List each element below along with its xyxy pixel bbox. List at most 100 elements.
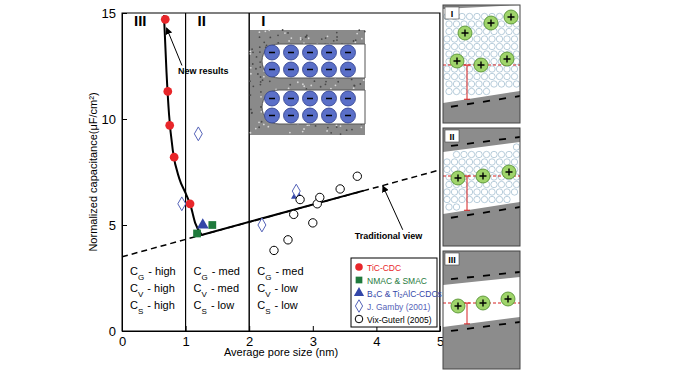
inset-texture <box>314 80 316 82</box>
inset-texture <box>259 51 261 53</box>
inset-texture <box>257 73 259 75</box>
solvent-molecule <box>504 43 510 49</box>
inset-texture <box>364 31 366 33</box>
solvent-molecule <box>451 36 457 42</box>
panel-label: II <box>449 132 454 142</box>
data-point <box>208 221 216 229</box>
solvent-molecule <box>504 73 510 79</box>
inset-texture <box>354 41 356 43</box>
inset-texture <box>261 121 263 123</box>
inset-texture <box>335 84 337 86</box>
inset-electrode <box>250 30 365 135</box>
inset-schematic <box>249 29 366 135</box>
solvent-molecule <box>459 43 465 49</box>
data-point <box>270 246 278 254</box>
inset-texture <box>351 129 353 131</box>
cation <box>451 171 465 185</box>
solvent-molecule <box>496 36 502 42</box>
data-point <box>353 172 361 180</box>
surface-charge <box>499 273 506 276</box>
inset-texture <box>260 96 262 98</box>
surface-charge <box>515 96 520 97</box>
inset-texture <box>297 81 299 83</box>
descriptor-subscript: S <box>265 307 270 316</box>
y-tick-label: 15 <box>102 6 116 21</box>
cation-sign <box>478 62 485 69</box>
region-descriptor: CG- high <box>130 265 176 282</box>
solvent-molecule <box>498 151 504 157</box>
descriptor-subscript: G <box>138 273 144 282</box>
inset-ion-sign <box>307 115 313 117</box>
descriptor-symbol: C <box>257 282 265 294</box>
region-boundary <box>185 13 186 331</box>
solvent-molecule <box>496 43 502 49</box>
inset-ion-sign <box>269 115 275 117</box>
region-boundary <box>249 13 250 331</box>
y-tick: 10 <box>102 112 127 127</box>
inset-texture <box>303 128 305 130</box>
surface-charge <box>467 103 474 104</box>
y-tick: 5 <box>109 218 127 233</box>
inset-texture <box>266 45 268 47</box>
distance-marker <box>464 65 470 99</box>
region-descriptor: CG- med <box>194 265 240 282</box>
inset-ion-sign <box>288 69 294 71</box>
region-descriptor: CV- low <box>257 282 298 299</box>
solvent-molecule <box>483 151 489 157</box>
cation-sign <box>455 303 462 310</box>
annotation-arrow <box>383 186 403 230</box>
legend-label: NMAC & SMAC <box>367 276 427 286</box>
region-descriptor: CS- high <box>130 299 175 316</box>
panel-background <box>443 128 520 246</box>
solvent-molecule <box>511 73 517 79</box>
inset-ion <box>341 91 356 106</box>
cation <box>502 165 516 179</box>
cation-sign <box>508 14 515 21</box>
x-tick-mark <box>440 326 441 331</box>
inset-ion-sign <box>307 52 313 54</box>
solvent-molecule <box>459 196 465 202</box>
inset-texture <box>252 51 254 53</box>
surface-charge <box>499 138 506 141</box>
legend-label: J. Gamby (2001) <box>367 302 430 312</box>
solvent-molecule <box>496 159 502 165</box>
cation <box>504 10 518 24</box>
legend-marker <box>356 277 363 284</box>
solvent-molecule <box>466 13 472 19</box>
solvent-molecule <box>474 196 480 202</box>
inset-texture <box>315 125 317 127</box>
y-axis: 051015 <box>102 6 127 339</box>
data-point <box>170 153 179 162</box>
inset-texture <box>250 94 252 96</box>
x-tick-label: 1 <box>182 334 189 349</box>
solvent-molecule <box>513 51 519 57</box>
x-tick-label: 0 <box>119 334 126 349</box>
cation-sign <box>506 169 513 176</box>
solvent-molecule <box>476 81 482 87</box>
chart-svg: 012345051015Average pore size (nm)Normal… <box>0 0 676 378</box>
cation <box>474 58 488 72</box>
descriptor-symbol: C <box>257 265 265 277</box>
inset-texture <box>306 124 308 126</box>
inset-texture <box>284 32 286 34</box>
inset-texture <box>300 37 302 39</box>
solvent-molecule <box>446 21 452 27</box>
legend-marker <box>355 315 363 323</box>
solvent-molecule <box>504 196 510 202</box>
region-boundary <box>440 13 441 331</box>
inset-ion-sign <box>269 98 275 100</box>
inset-texture <box>289 132 291 134</box>
solvent-molecule <box>481 159 487 165</box>
inset-texture <box>289 84 291 86</box>
solvent-molecule <box>504 66 510 72</box>
inset-channel <box>262 90 365 124</box>
solvent-molecule <box>496 66 502 72</box>
solvent-molecule <box>491 181 497 187</box>
inset-texture <box>258 126 260 128</box>
data-point <box>194 127 202 141</box>
solvent-molecule <box>498 81 504 87</box>
solvent-molecule <box>446 28 452 34</box>
inset-texture <box>268 29 270 31</box>
surface-charge <box>451 217 458 218</box>
inset-ion-sign <box>326 69 332 71</box>
